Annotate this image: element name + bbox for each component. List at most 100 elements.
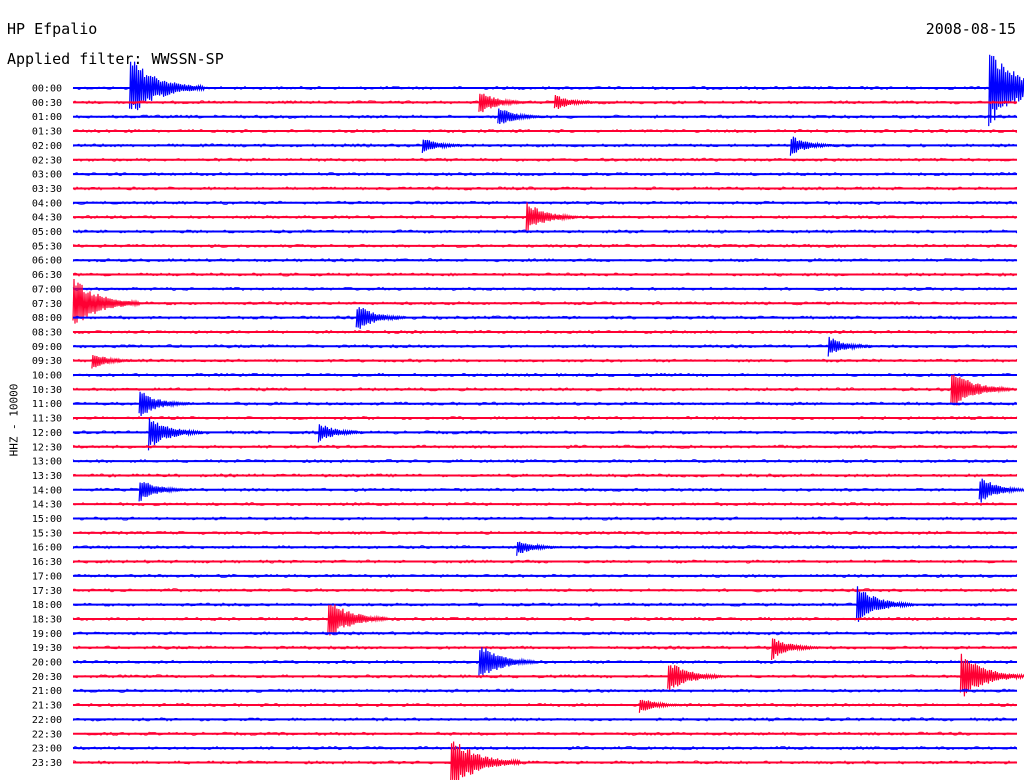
row-time-label: 23:00 — [32, 744, 62, 755]
seismic-event — [129, 61, 206, 111]
seismic-event — [959, 653, 1024, 697]
row-time-label: 14:30 — [32, 500, 62, 511]
row-time-label: 08:30 — [32, 327, 62, 338]
trace-noise — [72, 229, 1018, 234]
row-time-label: 16:30 — [32, 557, 62, 568]
trace-noise — [72, 358, 1018, 363]
row-time-label: 11:30 — [32, 414, 62, 425]
row-time-label: 22:30 — [32, 729, 62, 740]
seismic-event — [978, 478, 1024, 503]
row-time-label: 19:00 — [32, 629, 62, 640]
trace-noise — [72, 171, 1018, 177]
trace-noise — [72, 157, 1018, 162]
row-time-label: 18:00 — [32, 600, 62, 611]
seismic-event — [138, 482, 187, 502]
row-time-label: 05:00 — [32, 227, 62, 238]
trace-noise — [72, 473, 1018, 478]
row-time-label: 15:30 — [32, 528, 62, 539]
seismic-event — [638, 699, 682, 713]
trace-noise — [72, 372, 1018, 378]
seismic-event — [355, 307, 407, 329]
station-name: HP Efpalio — [7, 20, 98, 38]
trace-noise — [73, 731, 1018, 736]
trace-noise — [72, 430, 1018, 435]
trace-noise — [72, 487, 1018, 492]
trace-noise — [72, 745, 1018, 751]
row-time-label: 16:00 — [32, 543, 62, 554]
trace-noise — [72, 85, 1018, 91]
row-time-label: 09:30 — [32, 356, 62, 367]
trace-noise — [72, 200, 1018, 205]
row-time-label: 06:00 — [32, 256, 62, 267]
row-time-label: 19:30 — [32, 643, 62, 654]
row-time-label: 10:30 — [32, 385, 62, 396]
trace-noise — [72, 415, 1018, 421]
trace-noise — [72, 659, 1018, 665]
seismic-event — [450, 741, 522, 780]
trace-noise — [72, 444, 1018, 449]
seismic-event — [317, 424, 364, 443]
trace-noise — [72, 559, 1018, 564]
seismic-event — [91, 354, 135, 369]
seismic-event — [478, 93, 527, 113]
seismic-event — [327, 604, 389, 636]
row-time-label: 07:00 — [32, 284, 62, 295]
row-time-label: 18:30 — [32, 614, 62, 625]
time-tick-labels: 00:00 00:30 01:00 01:30 02:00 02:30 03:00 03:30… — [32, 84, 62, 769]
trace-noise — [72, 458, 1018, 464]
trace-noise — [72, 272, 1018, 277]
row-time-label: 02:00 — [32, 141, 62, 152]
trace-noise — [73, 760, 1018, 765]
row-time-label: 12:00 — [32, 428, 62, 439]
trace-noise — [72, 315, 1018, 320]
row-time-label: 13:30 — [32, 471, 62, 482]
row-time-label: 14:00 — [32, 485, 62, 496]
row-time-label: 01:30 — [32, 127, 62, 138]
trace-noise — [72, 286, 1017, 292]
trace-noise — [72, 645, 1018, 650]
trace-noise — [72, 674, 1018, 679]
trace-noise — [72, 501, 1018, 507]
trace-noise — [72, 530, 1018, 536]
row-time-label: 09:00 — [32, 342, 62, 353]
row-time-label: 20:00 — [32, 658, 62, 669]
trace-noise — [72, 329, 1018, 335]
record-date: 2008-08-15 — [925, 20, 1016, 38]
row-time-label: 17:00 — [32, 571, 62, 582]
row-time-label: 20:30 — [32, 672, 62, 683]
row-time-label: 02:30 — [32, 155, 62, 166]
seismic-event — [72, 278, 141, 324]
trace-noise — [72, 128, 1018, 134]
row-time-label: 03:00 — [32, 170, 62, 181]
trace-noise — [72, 702, 1018, 708]
filter-label: Applied filter: WWSSN-SP — [7, 50, 224, 68]
seismic-event — [950, 374, 1012, 406]
seismic-event — [855, 586, 915, 622]
trace-noise — [72, 300, 1018, 306]
row-time-label: 06:30 — [32, 270, 62, 281]
seismic-event — [553, 94, 597, 110]
seismic-event — [478, 647, 537, 677]
trace-noise — [72, 688, 1018, 693]
seismic-event — [789, 136, 836, 156]
seismic-event — [516, 541, 560, 556]
row-time-label: 01:00 — [32, 112, 62, 123]
seismic-event — [147, 418, 204, 451]
trace-noise — [72, 100, 1018, 105]
trace-noise — [72, 573, 1018, 579]
trace-noise — [72, 258, 1018, 263]
trace-noise — [72, 717, 1018, 722]
row-time-label: 23:30 — [32, 758, 62, 769]
trace-noise — [72, 114, 1018, 119]
row-time-label: 13:00 — [32, 457, 62, 468]
seismic-traces — [72, 54, 1024, 780]
y-axis-label: HHZ - 10000 — [7, 383, 21, 457]
row-time-label: 08:00 — [32, 313, 62, 324]
seismic-event — [497, 108, 544, 124]
seismic-event — [525, 202, 579, 232]
trace-noise — [72, 401, 1018, 406]
row-time-label: 05:30 — [32, 241, 62, 252]
seismic-event — [771, 638, 820, 661]
trace-noise — [72, 516, 1018, 521]
